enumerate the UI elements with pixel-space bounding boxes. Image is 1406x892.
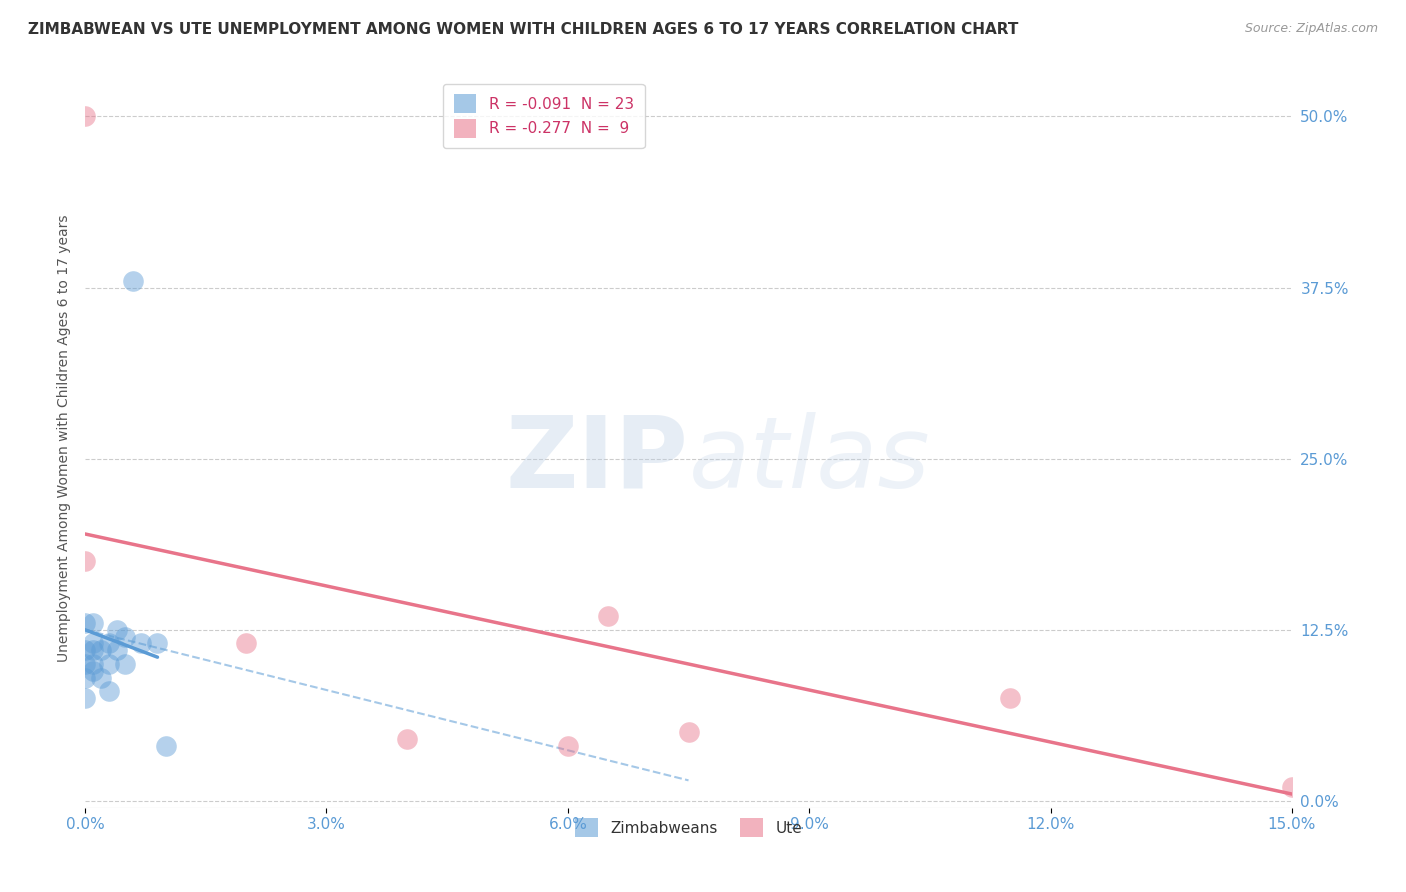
Legend: Zimbabweans, Ute: Zimbabweans, Ute — [567, 811, 810, 845]
Point — [98, 684, 121, 698]
Point — [1000, 691, 1022, 706]
Point — [557, 739, 579, 753]
Text: Source: ZipAtlas.com: Source: ZipAtlas.com — [1244, 22, 1378, 36]
Point — [75, 554, 97, 568]
Point — [131, 636, 153, 650]
Point — [75, 615, 97, 630]
Point — [155, 739, 177, 753]
Point — [90, 643, 112, 657]
Point — [75, 643, 97, 657]
Text: ZIMBABWEAN VS UTE UNEMPLOYMENT AMONG WOMEN WITH CHILDREN AGES 6 TO 17 YEARS CORR: ZIMBABWEAN VS UTE UNEMPLOYMENT AMONG WOM… — [28, 22, 1018, 37]
Point — [75, 671, 97, 685]
Point — [98, 636, 121, 650]
Point — [1281, 780, 1303, 795]
Point — [678, 725, 700, 739]
Point — [235, 636, 257, 650]
Point — [596, 609, 619, 624]
Point — [82, 643, 104, 657]
Point — [82, 657, 104, 671]
Point — [82, 615, 104, 630]
Point — [82, 636, 104, 650]
Text: ZIP: ZIP — [506, 412, 689, 508]
Point — [122, 274, 145, 288]
Point — [146, 636, 169, 650]
Point — [90, 671, 112, 685]
Point — [75, 691, 97, 706]
Point — [98, 657, 121, 671]
Point — [114, 657, 136, 671]
Point — [114, 630, 136, 644]
Point — [105, 643, 128, 657]
Text: atlas: atlas — [689, 412, 931, 508]
Point — [75, 657, 97, 671]
Point — [395, 732, 418, 747]
Point — [105, 623, 128, 637]
Point — [82, 664, 104, 678]
Y-axis label: Unemployment Among Women with Children Ages 6 to 17 years: Unemployment Among Women with Children A… — [58, 214, 72, 662]
Point — [75, 110, 97, 124]
